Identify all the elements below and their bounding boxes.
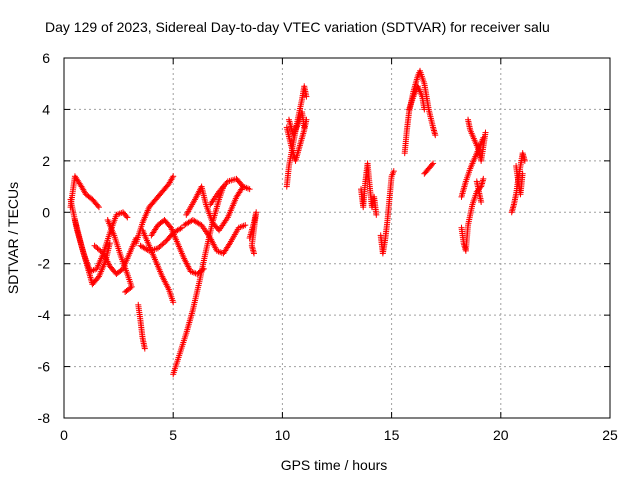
data-point <box>94 202 101 209</box>
data-point <box>160 240 167 247</box>
data-point <box>430 160 437 167</box>
data-point <box>91 242 98 249</box>
data-point <box>301 124 308 131</box>
data-point <box>124 214 131 221</box>
data-point <box>97 247 104 254</box>
data-point <box>373 211 380 218</box>
data-point <box>429 161 436 168</box>
data-point <box>162 238 169 245</box>
data-point <box>238 182 245 189</box>
x-tick-label: 25 <box>602 427 618 443</box>
data-point <box>177 225 184 232</box>
x-tick-label: 0 <box>60 427 68 443</box>
data-point <box>94 245 101 252</box>
plot-frame <box>63 57 611 419</box>
data-point <box>141 345 148 352</box>
x-axis-label: GPS time / hours <box>281 457 388 473</box>
data-point <box>123 213 130 220</box>
data-point <box>170 173 177 180</box>
y-tick-label: -6 <box>38 359 51 375</box>
data-point <box>390 168 397 175</box>
y-tick-label: -4 <box>38 307 51 323</box>
y-tick-label: -8 <box>38 410 51 426</box>
data-point <box>159 241 166 248</box>
data-point <box>303 93 310 100</box>
grid <box>64 58 610 418</box>
data-point <box>106 240 113 247</box>
y-axis-label: SDTVAR / TECUs <box>5 182 21 294</box>
data-point <box>478 199 485 205</box>
data-point <box>226 241 233 248</box>
y-tick-label: 2 <box>42 153 50 169</box>
x-tick-label: 20 <box>493 427 509 443</box>
x-tick-label: 15 <box>384 427 400 443</box>
data-point <box>480 175 487 182</box>
y-tick-label: 6 <box>42 50 50 66</box>
data-point <box>242 222 249 229</box>
data-marks <box>67 67 528 378</box>
y-tick-label: 4 <box>42 101 50 117</box>
data-point <box>157 242 164 249</box>
y-tick-label: 0 <box>42 204 50 220</box>
data-point <box>123 287 130 294</box>
data-point <box>93 244 100 250</box>
data-point <box>95 204 102 211</box>
data-point <box>95 246 102 253</box>
chart-title: Day 129 of 2023, Sidereal Day-to-day VTE… <box>45 19 550 35</box>
data-point <box>170 299 177 306</box>
data-point <box>521 157 528 164</box>
y-tick-label: -2 <box>38 256 51 272</box>
axis-ticks: 0 5 10 15 20 25 -8 -6 -4 -2 0 2 4 6 <box>38 50 618 443</box>
x-tick-label: 10 <box>275 427 291 443</box>
data-point <box>122 289 129 295</box>
data-point <box>519 170 526 177</box>
x-tick-label: 5 <box>169 427 177 443</box>
data-point <box>432 132 439 139</box>
data-point <box>246 186 253 193</box>
data-point <box>154 245 161 252</box>
data-point <box>251 250 258 257</box>
data-point <box>482 129 489 136</box>
data-point <box>77 182 84 189</box>
data-point <box>421 106 428 113</box>
data-point <box>240 183 247 190</box>
data-point <box>156 244 163 250</box>
